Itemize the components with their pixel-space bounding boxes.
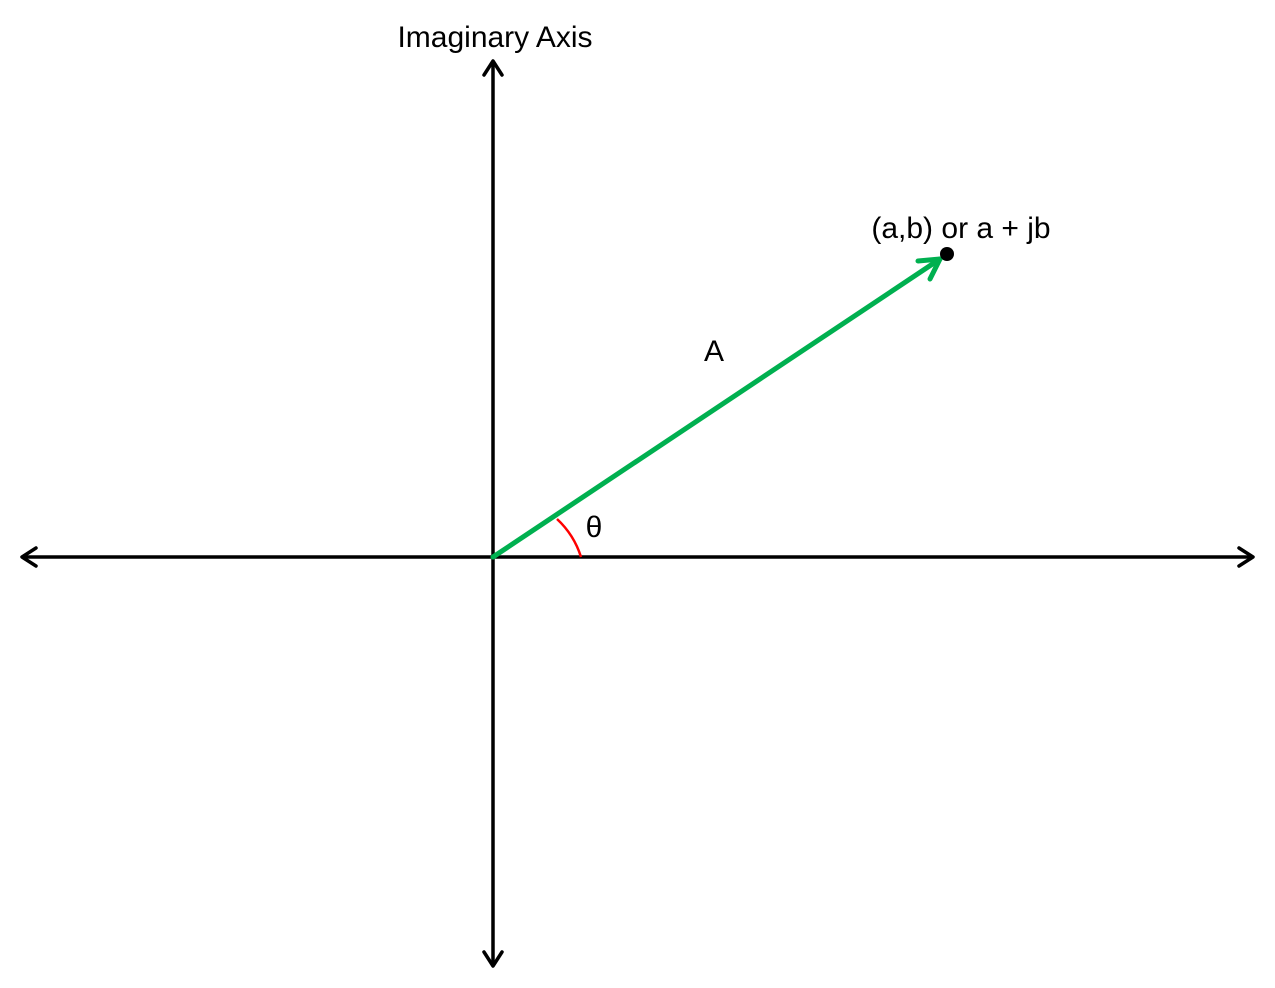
angle-arc: [556, 518, 583, 558]
imaginary-axis-label: Imaginary Axis: [397, 21, 592, 54]
vector-label: A: [704, 335, 724, 368]
real-axis: [20, 546, 1255, 568]
angle-label: θ: [586, 511, 603, 544]
imaginary-axis-top-arrowhead: [482, 59, 504, 77]
real-axis-right-arrowhead: [1237, 546, 1255, 568]
imaginary-axis: [482, 59, 504, 968]
vector-a-line: [490, 256, 943, 560]
point-ab: [940, 247, 954, 261]
point-label: (a,b) or a + jb: [871, 212, 1050, 245]
vector-a-arrowhead: [915, 256, 943, 282]
imaginary-axis-bottom-arrowhead: [482, 950, 504, 968]
real-axis-left-arrowhead: [20, 546, 38, 568]
vector-a: [490, 256, 943, 560]
